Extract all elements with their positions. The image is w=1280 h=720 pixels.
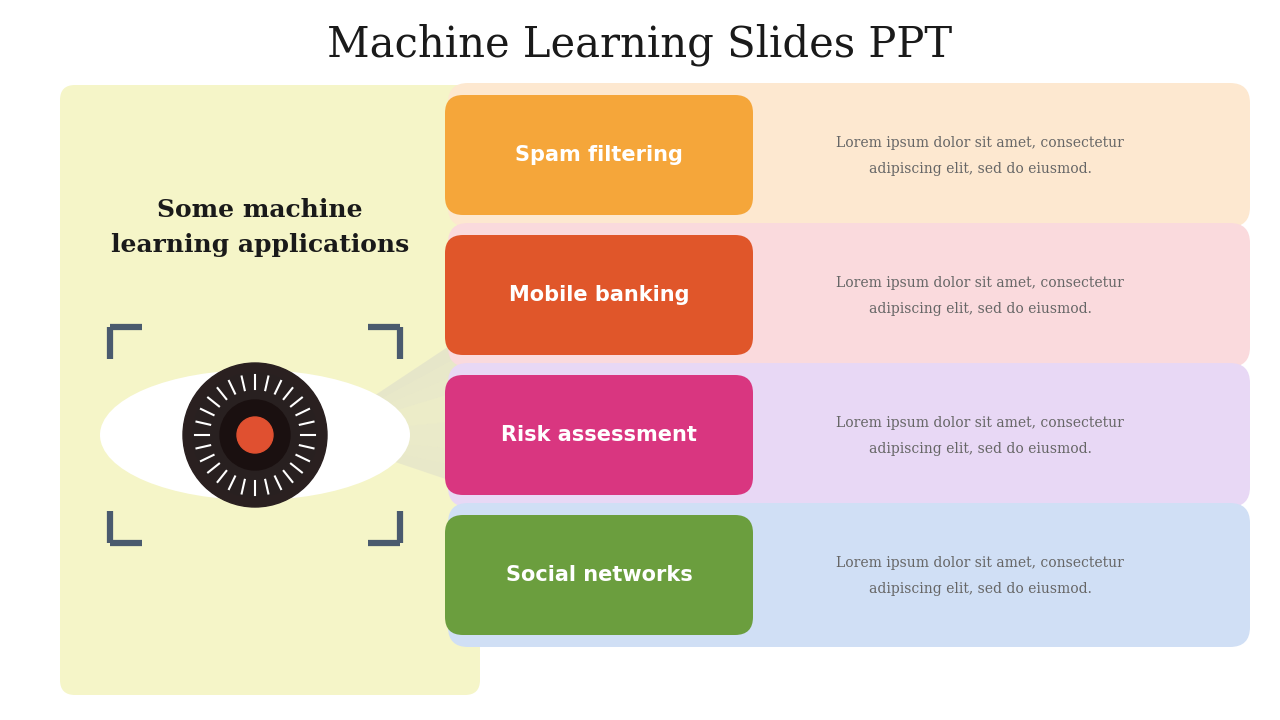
Circle shape xyxy=(193,373,317,497)
Circle shape xyxy=(183,363,326,507)
Text: adipiscing elit, sed do eiusmod.: adipiscing elit, sed do eiusmod. xyxy=(869,162,1092,176)
FancyBboxPatch shape xyxy=(445,95,753,215)
Text: adipiscing elit, sed do eiusmod.: adipiscing elit, sed do eiusmod. xyxy=(869,582,1092,596)
Text: Mobile banking: Mobile banking xyxy=(508,285,689,305)
Polygon shape xyxy=(315,390,774,480)
Circle shape xyxy=(220,400,291,470)
FancyBboxPatch shape xyxy=(445,235,753,355)
Text: Social networks: Social networks xyxy=(506,565,692,585)
Polygon shape xyxy=(315,435,774,535)
FancyBboxPatch shape xyxy=(445,375,753,495)
FancyBboxPatch shape xyxy=(448,83,1251,227)
FancyBboxPatch shape xyxy=(448,503,1251,647)
FancyBboxPatch shape xyxy=(448,223,1251,367)
Text: Lorem ipsum dolor sit amet, consectetur: Lorem ipsum dolor sit amet, consectetur xyxy=(836,416,1124,430)
Ellipse shape xyxy=(100,370,410,500)
Text: Lorem ipsum dolor sit amet, consectetur: Lorem ipsum dolor sit amet, consectetur xyxy=(836,136,1124,150)
Text: Some machine: Some machine xyxy=(157,198,362,222)
Polygon shape xyxy=(315,240,774,435)
Circle shape xyxy=(237,417,273,453)
Text: Lorem ipsum dolor sit amet, consectetur: Lorem ipsum dolor sit amet, consectetur xyxy=(836,556,1124,570)
Text: Spam filtering: Spam filtering xyxy=(515,145,684,165)
Text: adipiscing elit, sed do eiusmod.: adipiscing elit, sed do eiusmod. xyxy=(869,442,1092,456)
FancyBboxPatch shape xyxy=(60,85,480,695)
FancyBboxPatch shape xyxy=(445,515,753,635)
Polygon shape xyxy=(315,185,774,435)
Polygon shape xyxy=(315,295,774,435)
Text: adipiscing elit, sed do eiusmod.: adipiscing elit, sed do eiusmod. xyxy=(869,302,1092,316)
FancyBboxPatch shape xyxy=(448,363,1251,507)
Polygon shape xyxy=(315,435,774,590)
Text: Machine Learning Slides PPT: Machine Learning Slides PPT xyxy=(328,24,952,66)
Polygon shape xyxy=(315,130,774,435)
Text: learning applications: learning applications xyxy=(111,233,410,257)
Text: Lorem ipsum dolor sit amet, consectetur: Lorem ipsum dolor sit amet, consectetur xyxy=(836,276,1124,290)
Text: Risk assessment: Risk assessment xyxy=(500,425,696,445)
